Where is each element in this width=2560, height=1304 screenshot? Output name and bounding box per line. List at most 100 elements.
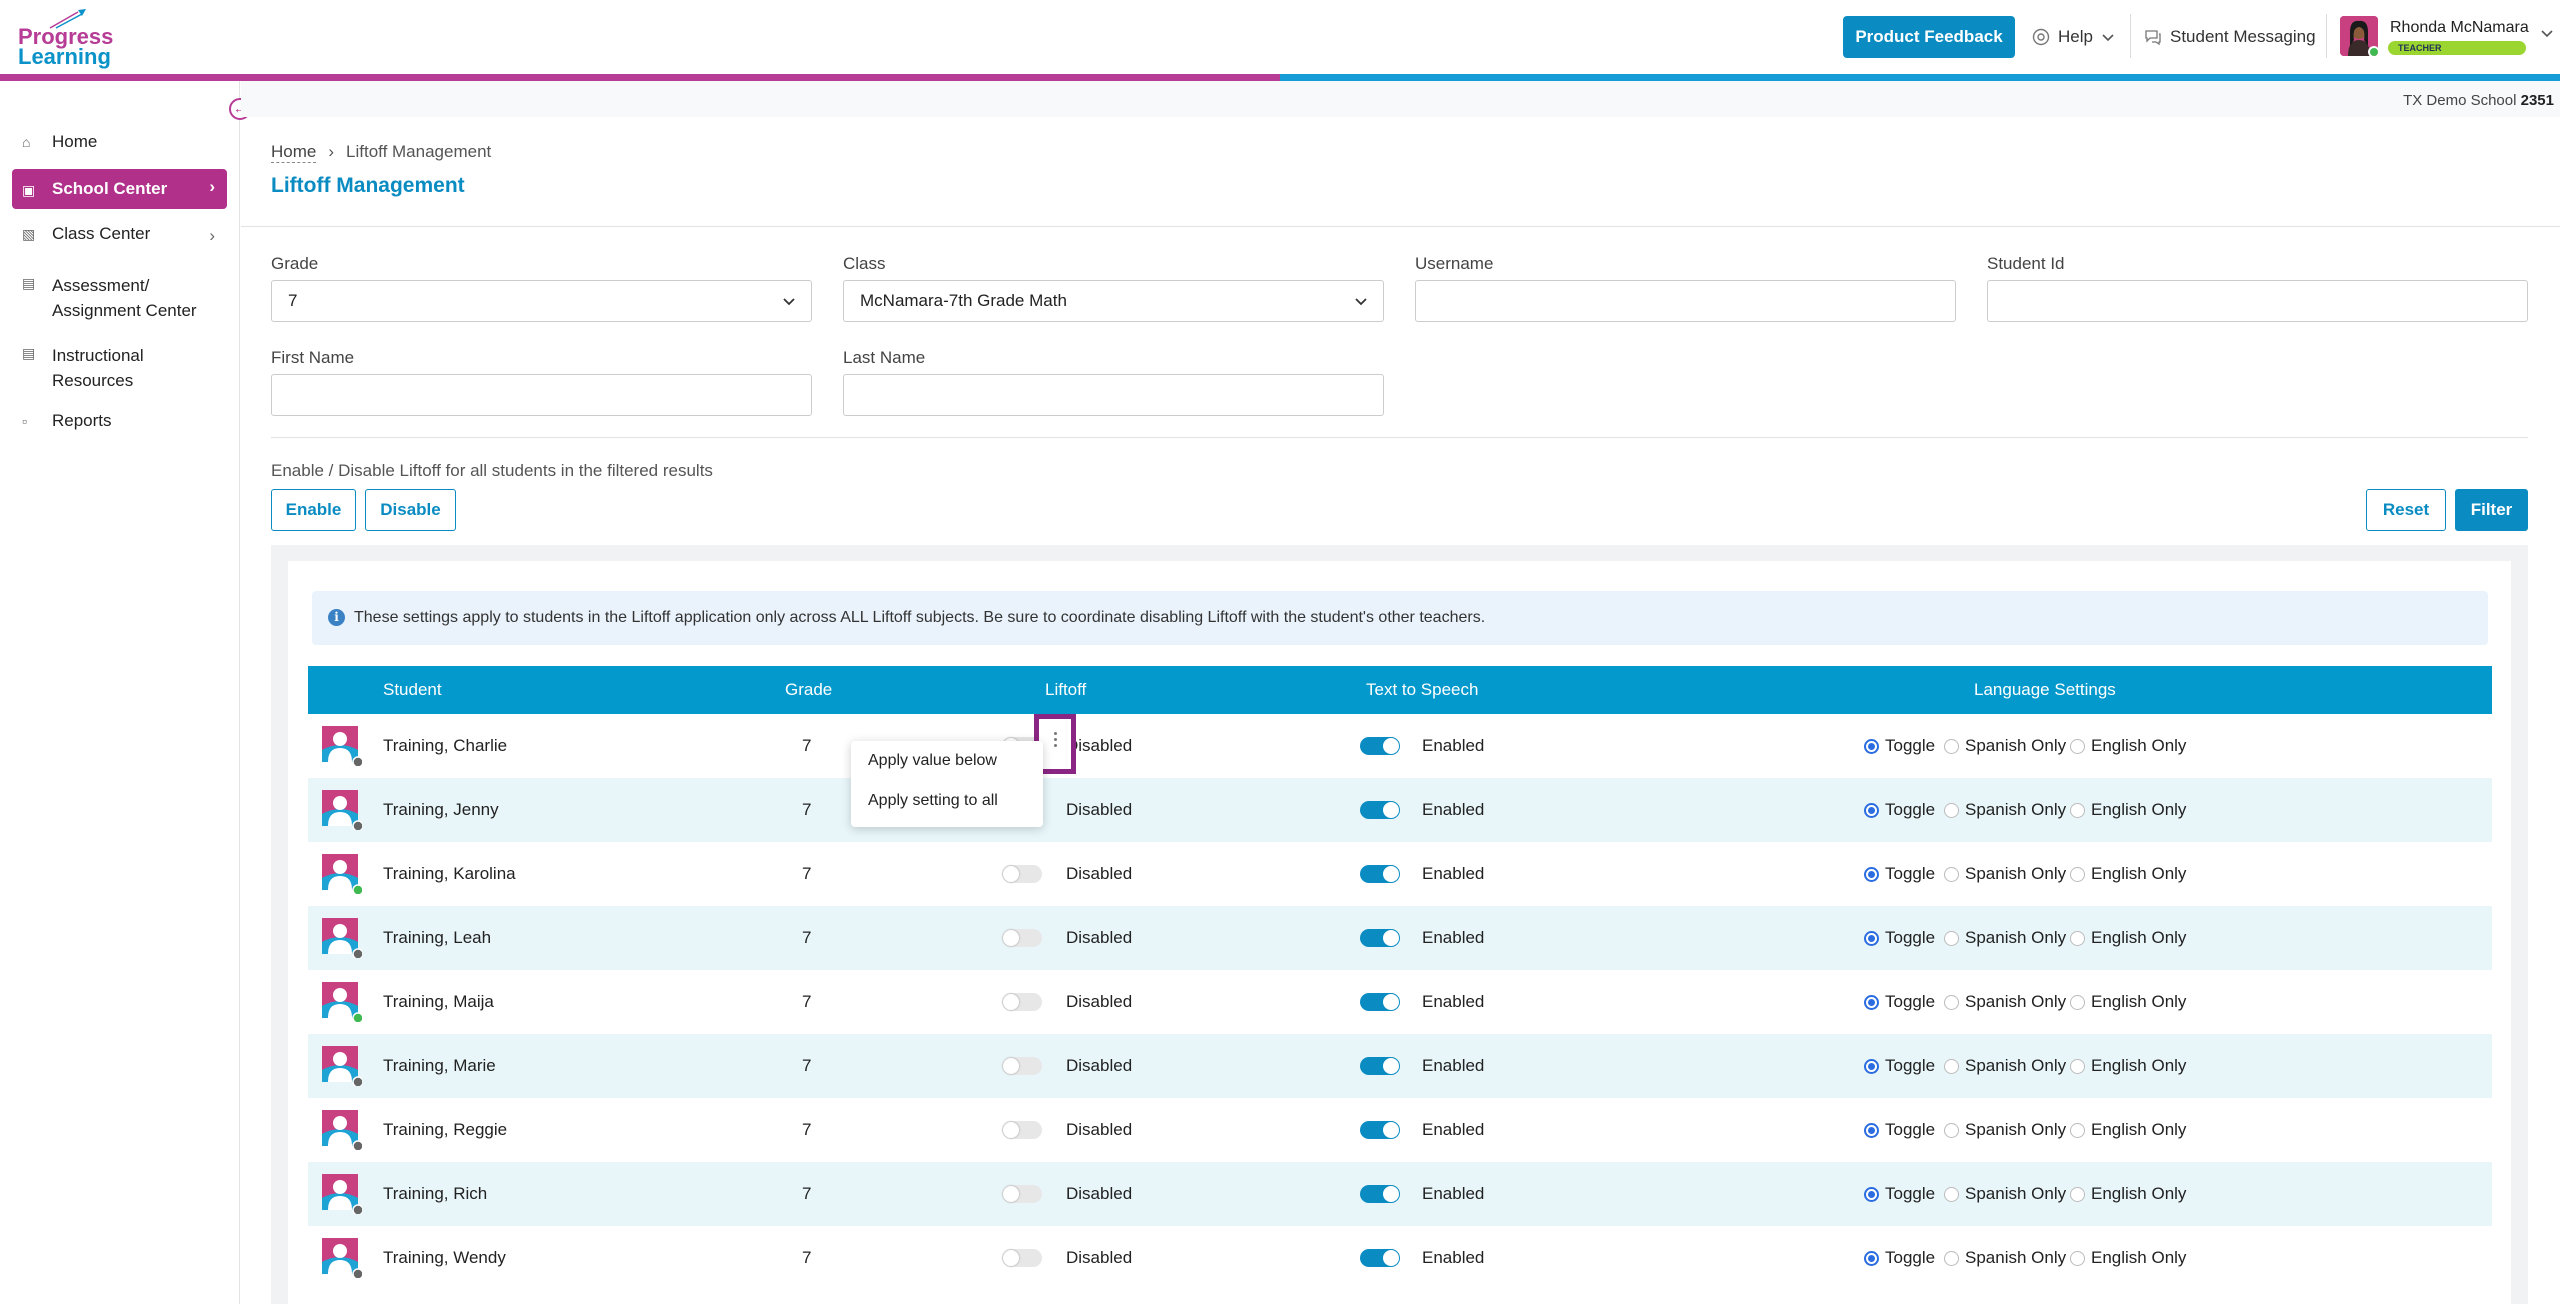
radio-circle[interactable] [1864,1186,1879,1202]
liftoff-toggle[interactable] [1002,865,1042,883]
radio-circle[interactable] [1864,802,1879,818]
text-to-speech-toggle[interactable] [1360,865,1400,883]
language-radio-spanish-only[interactable]: Spanish Only [1944,1056,2066,1076]
radio-circle[interactable] [2070,930,2085,946]
language-radio-english-only[interactable]: English Only [2070,800,2186,820]
language-radio-spanish-only[interactable]: Spanish Only [1944,1120,2066,1140]
language-radio-toggle[interactable]: Toggle [1864,1184,1935,1204]
radio-circle[interactable] [2070,994,2085,1010]
radio-circle[interactable] [1864,1250,1879,1266]
language-radio-toggle[interactable]: Toggle [1864,1056,1935,1076]
breadcrumb-home-link[interactable]: Home [271,142,317,163]
liftoff-toggle[interactable] [1002,1185,1042,1203]
liftoff-toggle[interactable] [1002,1249,1042,1267]
sidebar-item-reports[interactable]: ▫ Reports [12,405,227,437]
help-menu[interactable]: Help [2032,16,2123,58]
text-to-speech-toggle[interactable] [1360,737,1400,755]
apply-setting-to-all-option[interactable]: Apply setting to all [868,792,998,809]
progress-learning-logo[interactable]: Progress Learning [18,8,113,70]
sidebar-item-home[interactable]: ⌂ Home [12,126,227,158]
column-header-student[interactable]: Student [383,680,442,699]
column-header-grade[interactable]: Grade [785,680,833,699]
last-name-input[interactable] [843,374,1384,416]
text-to-speech-toggle[interactable] [1360,1057,1400,1075]
radio-circle[interactable] [1864,738,1879,754]
text-to-speech-toggle[interactable] [1360,929,1400,947]
radio-circle[interactable] [1944,1058,1959,1074]
reset-button[interactable]: Reset [2366,489,2446,531]
radio-circle[interactable] [1864,1058,1879,1074]
radio-circle[interactable] [1944,1186,1959,1202]
language-radio-english-only[interactable]: English Only [2070,1120,2186,1140]
sidebar-item-instructional-resources[interactable]: ▤ Instructional Resources [12,337,227,399]
radio-circle[interactable] [1944,738,1959,754]
language-radio-toggle[interactable]: Toggle [1864,864,1935,884]
language-radio-spanish-only[interactable]: Spanish Only [1944,992,2066,1012]
radio-circle[interactable] [1944,802,1959,818]
radio-circle[interactable] [2070,1250,2085,1266]
column-header-text-to-speech[interactable]: Text to Speech [1366,680,1479,699]
language-radio-english-only[interactable]: English Only [2070,1056,2186,1076]
sidebar-item-school-center[interactable]: ▣ School Center › [12,169,227,209]
student-messaging-link[interactable]: Student Messaging [2144,16,2316,58]
language-radio-spanish-only[interactable]: Spanish Only [1944,864,2066,884]
radio-circle[interactable] [1864,1122,1879,1138]
liftoff-toggle[interactable] [1002,993,1042,1011]
language-radio-toggle[interactable]: Toggle [1864,736,1935,756]
language-radio-toggle[interactable]: Toggle [1864,992,1935,1012]
radio-circle[interactable] [1944,866,1959,882]
language-radio-english-only[interactable]: English Only [2070,736,2186,756]
radio-circle[interactable] [2070,802,2085,818]
radio-circle[interactable] [1864,930,1879,946]
language-radio-english-only[interactable]: English Only [2070,992,2186,1012]
radio-circle[interactable] [2070,1122,2085,1138]
radio-circle[interactable] [1944,994,1959,1010]
liftoff-toggle[interactable] [1002,929,1042,947]
language-radio-english-only[interactable]: English Only [2070,864,2186,884]
radio-circle[interactable] [1944,1122,1959,1138]
language-radio-spanish-only[interactable]: Spanish Only [1944,736,2066,756]
user-menu-chevron-icon[interactable] [2540,26,2554,40]
language-radio-spanish-only[interactable]: Spanish Only [1944,1184,2066,1204]
language-radio-english-only[interactable]: English Only [2070,1248,2186,1268]
language-radio-toggle[interactable]: Toggle [1864,800,1935,820]
column-header-language-settings[interactable]: Language Settings [1974,680,2116,699]
user-name[interactable]: Rhonda McNamara [2390,19,2529,36]
radio-circle[interactable] [2070,1058,2085,1074]
language-radio-english-only[interactable]: English Only [2070,928,2186,948]
text-to-speech-toggle[interactable] [1360,801,1400,819]
language-radio-toggle[interactable]: Toggle [1864,1248,1935,1268]
radio-circle[interactable] [1944,930,1959,946]
language-radio-english-only[interactable]: English Only [2070,1184,2186,1204]
radio-circle[interactable] [1864,994,1879,1010]
language-radio-toggle[interactable]: Toggle [1864,1120,1935,1140]
language-radio-spanish-only[interactable]: Spanish Only [1944,928,2066,948]
column-header-liftoff[interactable]: Liftoff [1045,680,1087,699]
first-name-input[interactable] [271,374,812,416]
product-feedback-button[interactable]: Product Feedback [1843,16,2015,58]
grade-select[interactable]: 7 [271,280,812,322]
radio-circle[interactable] [1864,866,1879,882]
text-to-speech-toggle[interactable] [1360,1121,1400,1139]
radio-circle[interactable] [2070,738,2085,754]
apply-value-below-option[interactable]: Apply value below [868,752,997,769]
class-select[interactable]: McNamara-7th Grade Math [843,280,1384,322]
liftoff-toggle[interactable] [1002,1057,1042,1075]
enable-all-button[interactable]: Enable [271,489,356,531]
text-to-speech-toggle[interactable] [1360,993,1400,1011]
radio-circle[interactable] [1944,1250,1959,1266]
language-radio-spanish-only[interactable]: Spanish Only [1944,800,2066,820]
text-to-speech-toggle[interactable] [1360,1185,1400,1203]
liftoff-toggle[interactable] [1002,1121,1042,1139]
username-input[interactable] [1415,280,1956,322]
user-avatar[interactable] [2340,16,2378,56]
filter-button[interactable]: Filter [2455,489,2528,531]
radio-circle[interactable] [2070,866,2085,882]
student-id-input[interactable] [1987,280,2528,322]
sidebar-item-assessment-center[interactable]: ▤ Assessment/ Assignment Center [12,267,227,329]
disable-all-button[interactable]: Disable [365,489,456,531]
text-to-speech-toggle[interactable] [1360,1249,1400,1267]
language-radio-spanish-only[interactable]: Spanish Only [1944,1248,2066,1268]
radio-circle[interactable] [2070,1186,2085,1202]
language-radio-toggle[interactable]: Toggle [1864,928,1935,948]
